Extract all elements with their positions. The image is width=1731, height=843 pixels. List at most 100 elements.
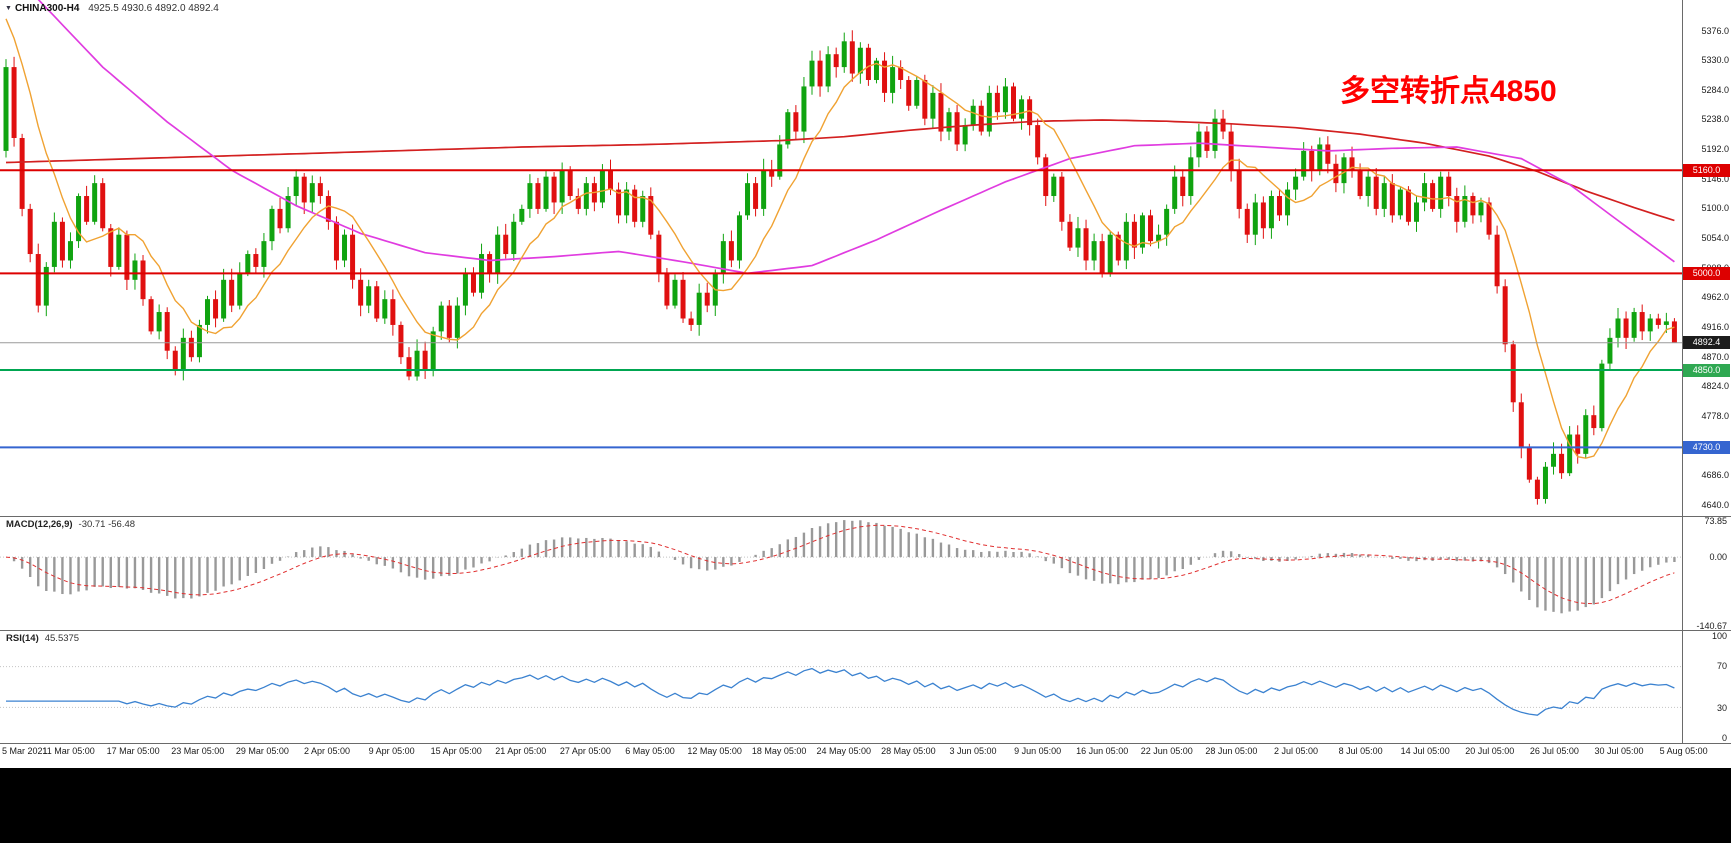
candle-body [946,112,952,132]
candle-body [511,221,517,255]
time-tick-label: 28 Jun 05:00 [1205,746,1258,756]
candle-body [882,60,888,93]
candle-body [527,183,533,209]
candle-body [1470,196,1476,216]
time-tick-label: 17 Mar 05:00 [106,746,160,756]
candle-body [221,279,227,319]
time-tick-label: 9 Apr 05:00 [368,746,415,756]
candle-body [1526,447,1532,480]
price-tick-label: 4916.0 [1701,322,1729,333]
candle-body [1615,318,1621,338]
candle-body [148,299,154,332]
candle-body [1534,479,1540,499]
candle-body [422,350,428,371]
candle-body [954,112,960,145]
candle-body [229,279,235,306]
candle-body [1462,196,1468,222]
time-tick-label: 18 May 05:00 [751,746,807,756]
price-tick-label: 4870.0 [1701,351,1729,362]
time-tick-label: 11 Mar 05:00 [42,746,95,756]
candle-body [1059,176,1065,222]
candle-body [342,234,348,261]
candle-body [680,279,686,319]
candle-body [317,183,323,197]
candle-body [398,324,404,358]
candle-body [704,292,710,306]
candle-body [1405,189,1411,222]
candle-body [67,241,73,261]
candle-body [906,79,912,106]
candle-body [567,170,573,197]
candle-body [583,183,589,209]
candle-body [325,196,331,222]
candle-body [1301,150,1307,177]
candle-body [914,79,920,106]
time-axis[interactable]: 5 Mar 2021 11 Mar 05:00 17 Mar 05:00 23 Mar… [0,744,1731,768]
candle-body [656,234,662,274]
candle-body [986,92,992,132]
candle-body [1123,221,1129,261]
candle-body [1373,176,1379,209]
candle-body [59,221,65,261]
candle-body [1575,434,1581,454]
candle-body [809,60,815,87]
candle-body [390,299,396,325]
price-axis[interactable]: 5376.0 5330.0 5284.0 5238.0 5192.0 5146.0 5100… [1683,0,1731,744]
candle-body [196,324,202,358]
candle-body [1365,176,1371,197]
candle-body [825,54,831,87]
candle-body [962,125,968,145]
candle-body [970,105,976,126]
candle-body [406,357,412,377]
candle-body [1583,415,1589,454]
candle-body [237,273,243,306]
candle-body [414,350,420,377]
candle-body [1478,202,1484,216]
candle-body [1349,157,1355,171]
panel-separator-macd-rsi [0,630,1731,631]
price-level-badge: 5160.0 [1683,163,1730,177]
candle-body [1414,202,1419,222]
candle-body [108,228,114,267]
candle-body [817,60,823,87]
candle-body [1639,312,1645,332]
candle-body [430,331,436,371]
candle-body [350,234,356,280]
macd-header: MACD(12,26,9) -30.71 -56.48 [6,519,135,530]
candle-body [535,183,541,209]
rsi-header: RSI(14) 45.5375 [6,633,79,644]
macd-signal-line [5,524,1675,605]
time-tick-label: 14 Jul 05:00 [1400,746,1450,756]
candle-body [624,189,630,216]
candle-body [164,312,170,351]
candle-body [849,41,855,74]
rsi-label: RSI(14) [6,633,39,644]
candle-body [462,273,468,306]
panel-separator-rsi-time [0,743,1731,744]
time-tick-label: 20 Jul 05:00 [1465,746,1515,756]
candle-body [1486,202,1492,235]
candle-body [1510,344,1516,403]
bottom-black-bar [0,768,1731,843]
candle-body [1019,99,1025,119]
candle-body [213,299,219,319]
candles-layer [3,30,1677,505]
candle-body [1164,208,1170,235]
candle-body [1027,99,1033,126]
candle-body [938,92,944,132]
candle-body [890,67,896,93]
candle-body [269,208,275,242]
candle-body [1389,183,1395,216]
price-axis-separator [1682,0,1683,744]
price-tick-label: 5054.0 [1701,233,1729,244]
time-tick-label: 26 Jul 05:00 [1529,746,1579,756]
candle-body [559,170,565,203]
candle-body [309,183,315,203]
time-tick-label: 28 May 05:00 [881,746,936,756]
time-tick-label: 5 Aug 05:00 [1659,746,1708,756]
candle-body [551,176,557,203]
candle-body [293,176,299,197]
candle-body [1148,215,1154,242]
